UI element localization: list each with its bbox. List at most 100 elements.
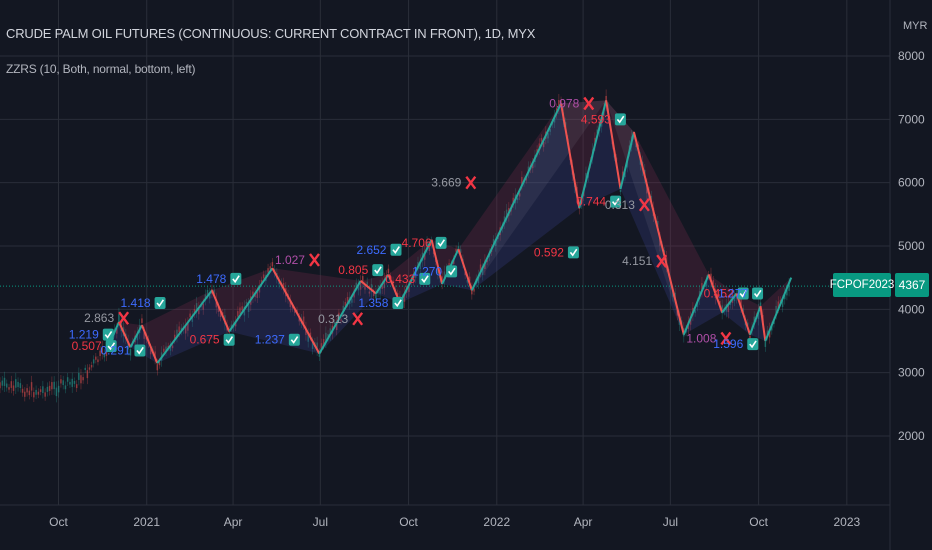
ratio-label: 1.219 [69,328,99,342]
zigzag-segment [399,239,433,304]
candle-body [293,310,296,313]
check-icon [752,287,764,300]
candle-body [521,176,523,185]
candle-body [3,377,6,386]
zigzag-segment [118,321,132,348]
candle-body [55,387,58,397]
candle-body [719,300,721,306]
candle-body [733,295,736,302]
y-tick-label: 2000 [898,429,925,443]
candle-body [271,262,274,267]
zigzag-fill [157,290,230,364]
candle-body [136,332,139,341]
price-axis[interactable]: 2000 3000 4000 5000 6000 7000 8000 [898,49,925,443]
candle-body [189,313,191,318]
check-icon [567,246,579,259]
candle-body [208,292,211,299]
check-icon [747,338,759,351]
zigzag-fill [606,100,634,189]
zigzag-fill [211,268,273,332]
check-mark [156,299,165,308]
check-icon [102,328,114,341]
candle-body [477,275,480,284]
candle-body [428,247,431,251]
candle-body [471,287,473,295]
candle-body [247,303,250,312]
candle-body [466,280,469,283]
zigzag-fill [683,274,723,335]
candle-body [296,309,298,312]
zigzag-fill [272,268,361,354]
candle-body [129,349,132,356]
candle-body [538,143,541,150]
candle-body [217,306,220,312]
candle-body [426,241,428,248]
check-mark [421,275,429,284]
candle-body [35,389,37,395]
ratio-label: 0.978 [549,97,579,111]
candle-body [80,375,82,384]
check-mark [749,340,757,349]
zigzag-fill [319,280,376,354]
indicator-legend[interactable]: ZZRS (10, Both, normal, bottom, left) [6,62,196,76]
check-mark [392,246,400,254]
candle-body [340,319,342,322]
candle-body [289,300,292,307]
time-axis[interactable]: Oct 2021 Apr Jul Oct 2022 Apr Jul Oct 2023 [49,515,860,529]
check-mark [612,198,620,206]
x-tick-label: Apr [224,515,243,529]
candle-body [443,271,446,280]
candle-body [779,299,782,303]
candle-body [518,193,521,197]
zigzag-fill [620,132,684,335]
check-icon [446,265,458,278]
ratio-label: 2.863 [84,311,114,325]
zigzag-fill [388,239,432,303]
candle-body [154,351,156,359]
candle-body [237,311,239,317]
candle-body [8,387,10,390]
candle-body [768,328,771,338]
candle-body [269,266,272,270]
candle-body [262,274,265,279]
check-icon [288,333,300,346]
candle-body [635,143,637,148]
swing-band [606,100,684,335]
zigzag-fill [471,103,580,291]
y-tick-label: 7000 [898,112,925,126]
candle-body [53,381,55,390]
candle-body [44,392,46,397]
zigzag-segment [211,289,231,332]
candle-body [342,305,345,312]
candle-body [28,390,31,396]
zigzag-fill [431,239,459,284]
candle-body [0,382,1,389]
y-tick-label: 6000 [898,176,925,190]
x-tick-label: 2022 [483,515,510,529]
candle-body [452,259,455,264]
ratio-label: 4.593 [581,112,611,126]
zigzag-segment [430,239,444,285]
candle-body [775,305,777,314]
zigzag-fill [375,274,400,303]
candle-body [600,118,603,127]
candle-body [403,293,406,302]
candle-body [753,316,755,324]
candle-body [258,285,261,293]
zigzag-fills [106,100,792,364]
candle-body [710,273,712,282]
chart-title: CRUDE PALM OIL FUTURES (CONTINUOUS: CURR… [6,26,536,41]
candle-body [298,317,301,322]
candle-body [329,328,332,336]
check-mark [374,266,382,275]
zigzag-segment [764,277,793,342]
candle-body [387,268,390,274]
candle-body [252,291,254,298]
x-icon [118,311,130,325]
ratio-label: 1.237 [255,333,285,347]
candle-body [396,292,399,296]
ratio-label: 0.452 [704,287,734,301]
ratio-label: 1.008 [686,331,716,345]
